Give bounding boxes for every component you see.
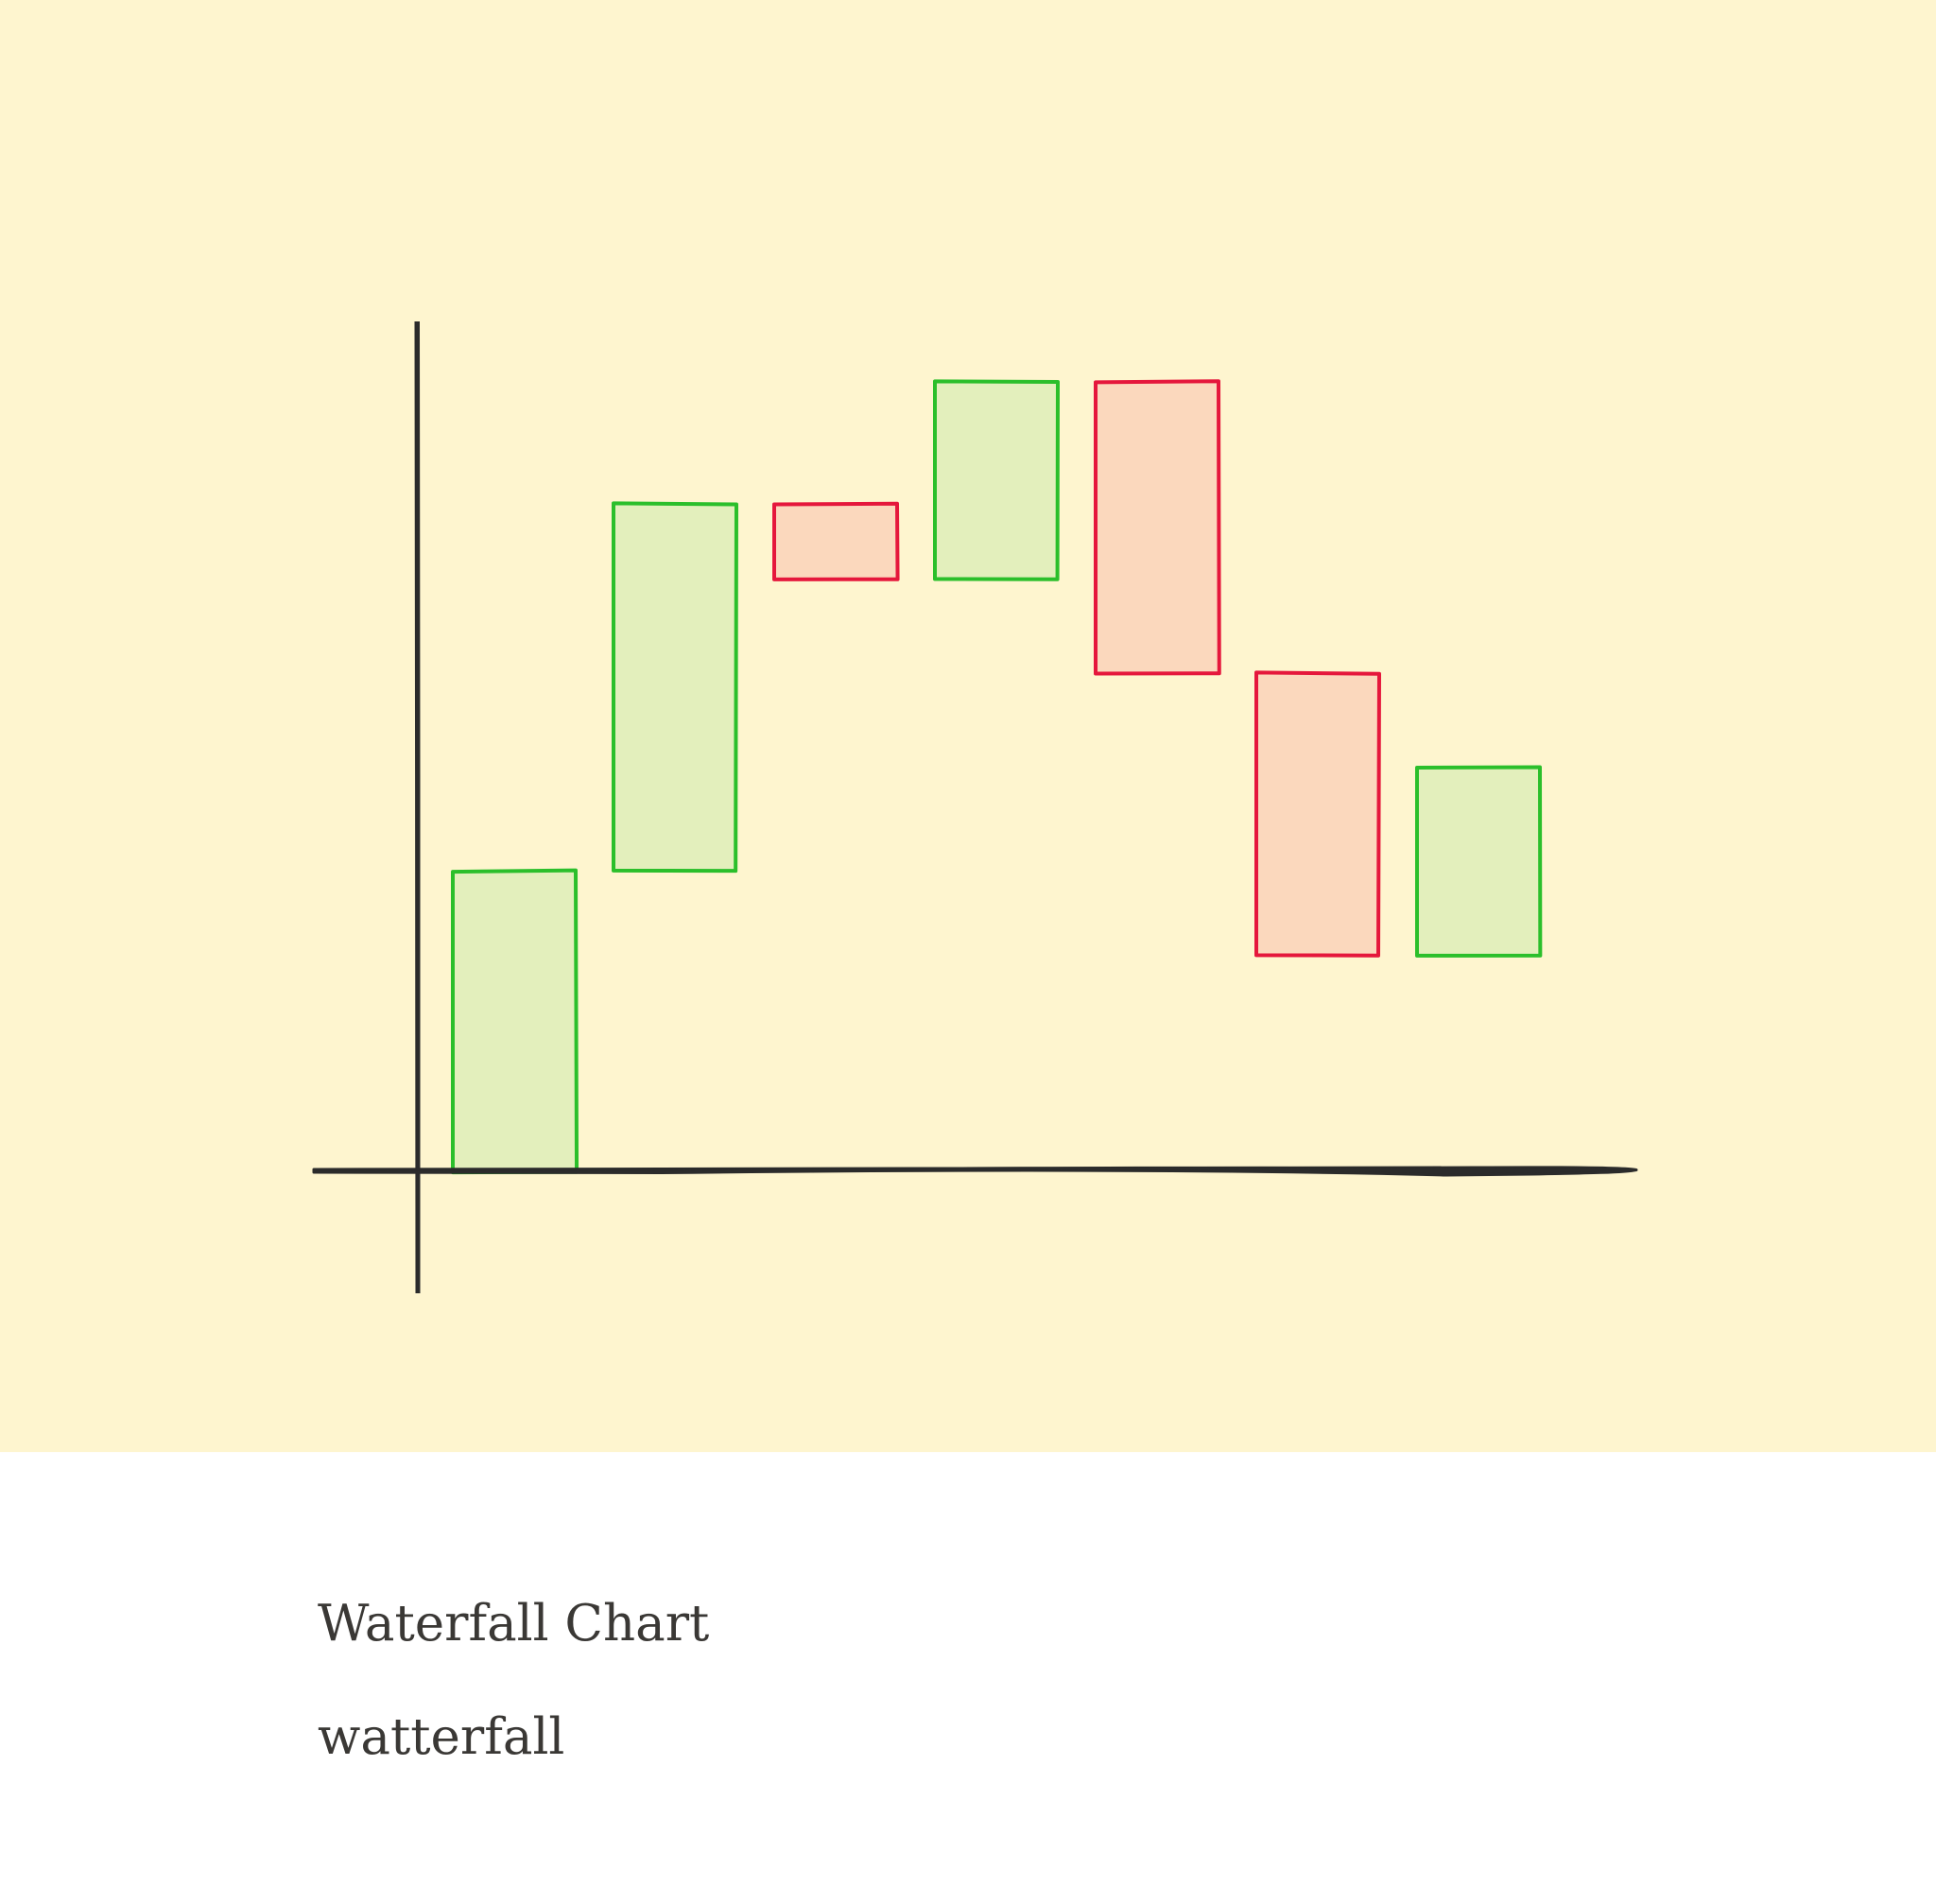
decrease-bar-5 bbox=[1094, 379, 1221, 676]
increase-bar-7 bbox=[1415, 765, 1543, 958]
decrease-bar-6 bbox=[1254, 670, 1381, 958]
increase-bar-1 bbox=[451, 868, 579, 1175]
y-axis bbox=[414, 321, 421, 1293]
x-axis bbox=[312, 1165, 1638, 1177]
chart-illustration bbox=[0, 0, 1936, 1452]
increase-bar-2 bbox=[612, 501, 738, 874]
card-subtitle: watterfall bbox=[318, 1708, 565, 1766]
card-title: Waterfall Chart bbox=[318, 1595, 710, 1653]
decrease-bar-3 bbox=[772, 501, 900, 581]
increase-bar-4 bbox=[933, 379, 1060, 581]
waterfall-chart bbox=[312, 321, 1638, 1293]
